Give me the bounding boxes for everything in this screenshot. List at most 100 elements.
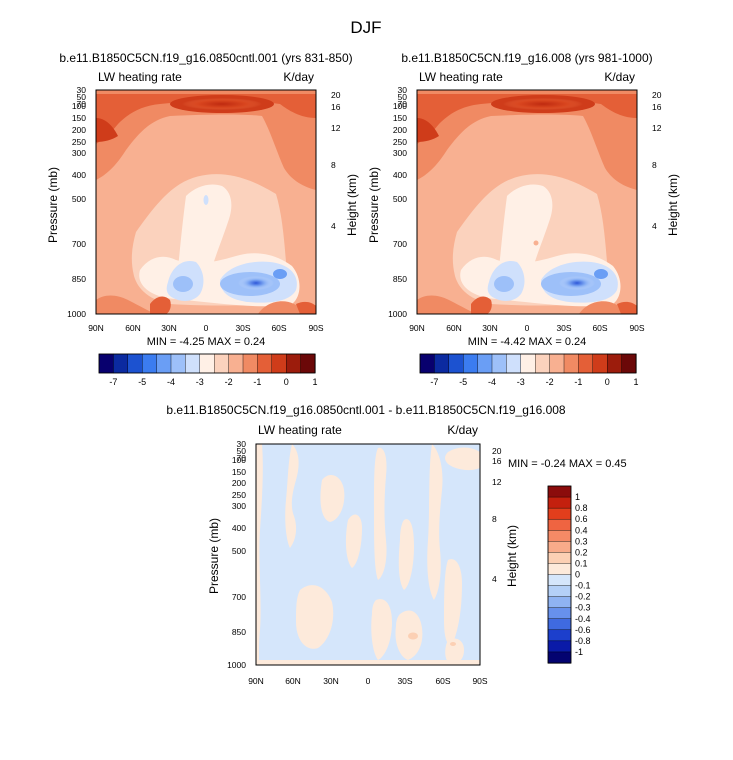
colorbar-swatch [520,353,536,374]
height-tick-labels: 20 16 12 8 4 [331,90,341,231]
y-tick-label: 50 [398,92,408,102]
x-tick-label: 60S [592,323,607,333]
x-tick-label: 0 [525,323,530,333]
colorbar-swatch [547,651,572,664]
height-tick-label: 12 [492,477,502,487]
x-tick-label: 60S [271,323,286,333]
colorbar-swatch [547,585,572,598]
colorbar-label: -4 [488,377,496,387]
y-tick-label: 200 [72,125,86,135]
colorbar-swatch [547,640,572,653]
x-tick-label: 90S [629,323,644,333]
colorbar-swatch [213,353,230,374]
y-tick-label: 50 [77,92,87,102]
colorbar-swatch [547,596,572,609]
y-tick-label: 300 [72,148,86,158]
y-tick-label: 1000 [227,660,246,670]
x-tick-label: 60N [446,323,462,333]
x-tick-label: 60N [285,676,301,686]
colorbar-label: -7 [109,377,117,387]
y-tick-label: 250 [232,490,246,500]
colorbar-swatch [549,353,565,374]
height-tick-label: 8 [331,160,336,170]
colorbar-swatch [286,353,302,374]
colorbar-swatch [506,353,522,374]
height-tick-label: 4 [652,221,657,231]
colorbar-swatch [547,507,572,520]
colorbar-frame [419,353,637,374]
colorbar-label: 1 [633,377,638,387]
y-tick-label: 1000 [67,309,86,319]
colorbar-label: -0.2 [575,592,591,602]
colorbar-swatch [419,353,436,374]
colorbar-label: -7 [430,377,438,387]
y-tick-label: 70 [398,99,408,109]
colorbar-swatch [141,353,158,374]
colorbar-label: -0.1 [575,581,591,591]
x-tick-label: 60N [125,323,141,333]
height-tick-label: 4 [331,221,336,231]
y-tick-label: 200 [393,125,407,135]
colorbar-swatch [547,629,572,642]
colorbar-label: 0.8 [575,503,588,513]
x-tick-label: 30S [235,323,250,333]
colorbar-frame [98,353,316,374]
colorbar-swatch [448,353,464,374]
colorbar-label: 0.2 [575,547,588,557]
plot-frame [416,89,638,315]
colorbar-swatch [156,353,172,374]
y-tick-label: 850 [72,274,86,284]
colorbar-swatch [547,541,572,553]
colorbar-swatch [98,353,115,374]
x-tick-label: 90N [88,323,104,333]
x-tick-label: 0 [204,323,209,333]
colorbar-swatch [185,353,201,374]
colorbar-swatch [547,563,572,576]
colorbar-label: 0.1 [575,558,588,568]
height-tick-label: 12 [652,123,662,133]
y-axis-label: Pressure (mb) [367,167,381,243]
colorbar-swatch [300,353,316,374]
colorbar: -7 -5 -4 -3 -2 -1 0 1 [98,353,318,387]
panel-difference: b.e11.B1850C5CN.f19_g16.0850cntl.001 - b… [166,403,626,686]
y-tick-label: 400 [72,170,86,180]
min-max-stats: MIN = -4.25 MAX = 0.24 [147,336,266,348]
y-tick-label: 250 [72,137,86,147]
contour-field [256,444,480,665]
colorbar-swatch [491,353,508,374]
plot-frame [95,89,317,315]
colorbar-label: 0.3 [575,536,588,546]
x-tick-label: 30N [161,323,177,333]
height-tick-label: 20 [492,446,502,456]
y-tick-label: 200 [232,478,246,488]
y-tick-label: 500 [72,194,86,204]
height-tick-label: 8 [652,160,657,170]
colorbar-label: 0 [575,570,580,580]
colorbar-label: -2 [546,377,554,387]
colorbar-label: 0 [284,377,289,387]
colorbar-label: -5 [459,377,467,387]
colorbar-swatch [592,353,608,374]
y-tick-labels: 30 50 70 100 150 200 250 300 400 500 700… [388,85,407,319]
y-tick-label: 30 [398,85,408,95]
colorbar-swatch [563,353,580,374]
colorbar-frame [547,485,572,664]
colorbar-swatch [535,353,551,374]
y-tick-label: 500 [232,546,246,556]
colorbar-label: 0.4 [575,525,588,535]
x-tick-label: 30N [482,323,498,333]
variable-label: LW heating rate [419,70,503,84]
colorbar-label: 1 [312,377,317,387]
y-tick-label: 850 [232,627,246,637]
colorbar-label: -0.6 [575,625,591,635]
y-tick-label: 300 [232,501,246,511]
colorbar-label: 0.6 [575,514,588,524]
colorbar-swatch [547,496,572,509]
colorbar-label: -2 [225,377,233,387]
colorbar-swatch [547,574,572,587]
panel-title: b.e11.B1850C5CN.f19_g16.008 (yrs 981-100… [401,51,652,65]
colorbar-swatch [434,353,450,374]
panel-experiment: b.e11.B1850C5CN.f19_g16.008 (yrs 981-100… [367,51,680,387]
colorbar-label: -1 [253,377,261,387]
